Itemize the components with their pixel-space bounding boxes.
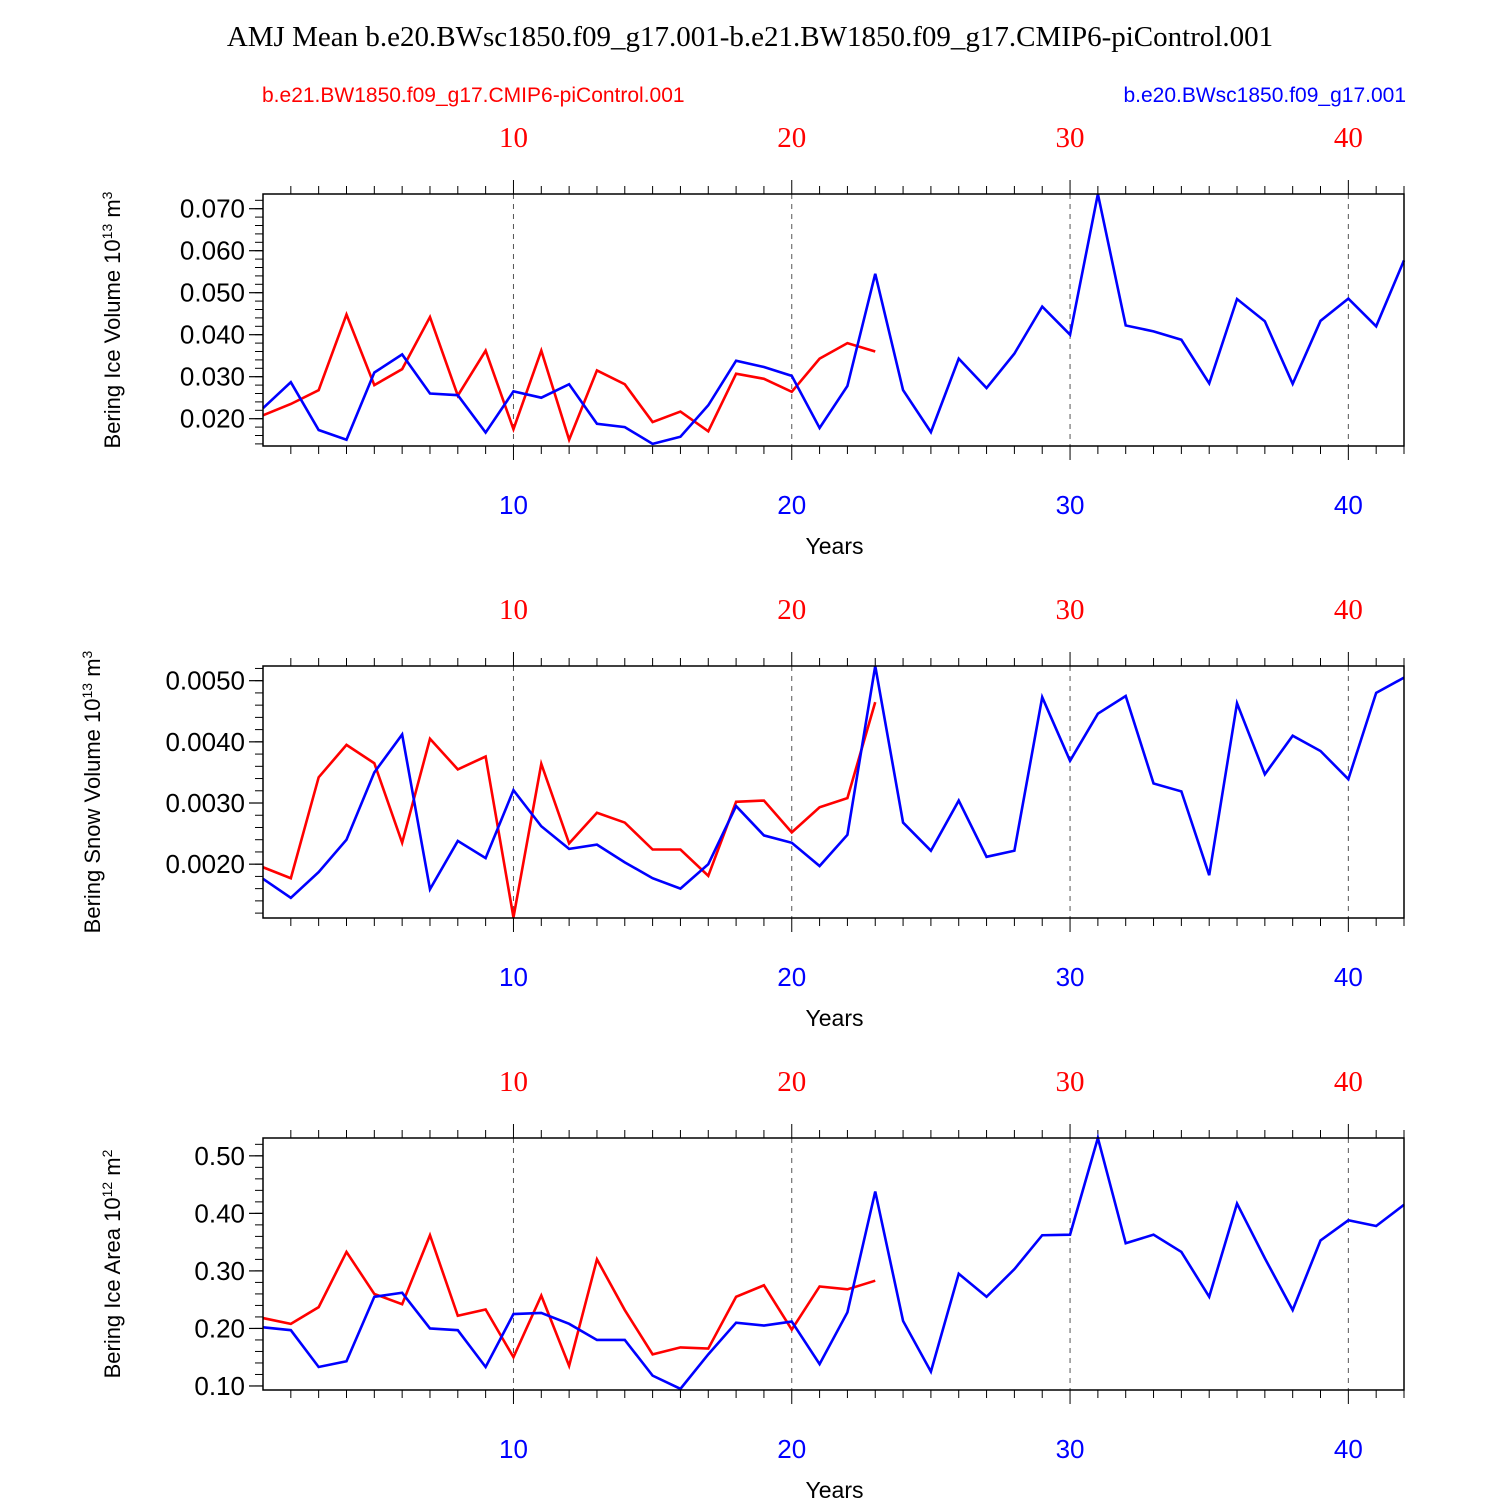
chart-panel-1: 0.020 0.030 0.040 0.050 0.060 0.070 10 10 20 20 30… <box>99 122 1406 559</box>
x-tick-label-bottom: 40 <box>1334 490 1363 520</box>
x-tick-label-top: 20 <box>777 594 806 626</box>
y-axis-label-superscript: 12 <box>99 1182 115 1198</box>
chart-panel-3: 0.10 0.20 0.30 0.40 0.50 10 10 20 20 30 30 40 40 Year… <box>99 1066 1405 1500</box>
y-tick-label: 0.10 <box>194 1371 245 1401</box>
y-tick-label: 0.0050 <box>165 666 245 696</box>
chart-panel-2: 0.0020 0.0030 0.0040 0.0050 10 10 20 20 30 30 40 40… <box>79 594 1405 1031</box>
y-tick-label: 0.0020 <box>165 849 245 879</box>
series-line-red <box>262 310 876 444</box>
y-axis-label: Bering Ice Volume 1013 m3 <box>99 191 125 448</box>
x-tick-label-top: 10 <box>499 122 528 154</box>
x-tick-label-bottom: 20 <box>777 962 806 992</box>
panels-group: 0.0200.0300.0400.0500.0600.0701010202030… <box>79 122 1406 1500</box>
y-tick-label: 0.030 <box>180 362 245 392</box>
x-tick-label-bottom: 10 <box>499 1434 528 1464</box>
plot-frame <box>262 665 1405 919</box>
plot-frame <box>262 193 1405 447</box>
y-axis-label-superscript: 3 <box>79 650 95 658</box>
y-tick-label: 0.40 <box>194 1198 245 1228</box>
y-tick-label: 0.060 <box>180 236 245 266</box>
y-axis-label: Bering Snow Volume 1013 m3 <box>79 650 105 933</box>
y-axis-label-text: Bering Ice Area 10 <box>100 1197 125 1378</box>
x-axis-label: Years <box>806 533 864 559</box>
x-tick-label-top: 30 <box>1056 1066 1085 1098</box>
x-tick-label-bottom: 20 <box>777 1434 806 1464</box>
series-line-blue <box>262 1133 1405 1391</box>
x-tick-label-bottom: 40 <box>1334 1434 1363 1464</box>
y-axis-label-text: Bering Snow Volume 10 <box>80 699 105 934</box>
y-tick-label: 0.30 <box>194 1256 245 1286</box>
y-axis-label-superscript: 13 <box>99 224 115 240</box>
y-tick-label: 0.50 <box>194 1141 245 1171</box>
x-axis-label: Years <box>806 1477 864 1500</box>
y-axis-label-text: Bering Ice Volume 10 <box>100 239 125 448</box>
y-axis-label-superscript: 13 <box>79 683 95 699</box>
x-tick-label-top: 10 <box>499 594 528 626</box>
y-tick-label: 0.050 <box>180 278 245 308</box>
figure-title: AMJ Mean b.e20.BWsc1850.f09_g17.001-b.e2… <box>227 21 1273 53</box>
y-tick-label: 0.0030 <box>165 788 245 818</box>
y-axis-label-text: m <box>100 199 125 223</box>
x-tick-label-bottom: 30 <box>1056 962 1085 992</box>
x-tick-label-top: 40 <box>1334 594 1363 626</box>
plot-frame <box>262 1137 1405 1391</box>
x-axis-label: Years <box>806 1005 864 1031</box>
legend-red-label: b.e21.BW1850.f09_g17.CMIP6-piControl.001 <box>262 84 685 107</box>
series-line-red <box>262 701 877 918</box>
y-tick-label: 0.070 <box>180 194 245 224</box>
x-tick-label-top: 10 <box>499 1066 528 1098</box>
x-tick-label-bottom: 20 <box>777 490 806 520</box>
series-line-red <box>262 1231 876 1371</box>
x-tick-label-bottom: 40 <box>1334 962 1363 992</box>
x-tick-label-top: 40 <box>1334 1066 1363 1098</box>
x-tick-label-top: 20 <box>777 122 806 154</box>
y-axis-label-superscript: 3 <box>99 191 115 199</box>
x-tick-label-bottom: 30 <box>1056 490 1085 520</box>
y-axis-label: Bering Ice Area 1012 m2 <box>99 1149 125 1378</box>
x-tick-label-top: 30 <box>1056 594 1085 626</box>
y-axis-label-text: m <box>100 1157 125 1181</box>
series-line-blue <box>262 665 1405 900</box>
x-tick-label-top: 40 <box>1334 122 1363 154</box>
x-tick-label-top: 20 <box>777 1066 806 1098</box>
legend-blue-label: b.e20.BWsc1850.f09_g17.001 <box>1123 84 1406 107</box>
y-tick-label: 0.20 <box>194 1313 245 1343</box>
y-tick-label: 0.0040 <box>165 727 245 757</box>
x-tick-label-bottom: 10 <box>499 962 528 992</box>
y-tick-label: 0.040 <box>180 320 245 350</box>
y-axis-label-text: m <box>80 658 105 682</box>
x-tick-label-bottom: 30 <box>1056 1434 1085 1464</box>
x-tick-label-bottom: 10 <box>499 490 528 520</box>
y-axis-label-superscript: 2 <box>99 1149 115 1157</box>
series-line-blue <box>262 193 1406 446</box>
y-tick-label: 0.020 <box>180 404 245 434</box>
x-tick-label-top: 30 <box>1056 122 1085 154</box>
